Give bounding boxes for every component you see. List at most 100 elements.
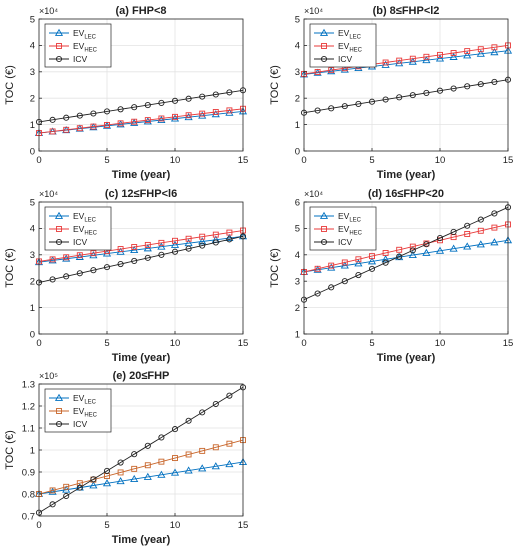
data-point <box>464 83 471 90</box>
legend-series-name: ICV <box>73 237 88 247</box>
series-icv <box>35 384 247 516</box>
data-point <box>104 122 110 128</box>
legend-marker <box>319 28 329 36</box>
legend-marker <box>54 393 64 401</box>
data-point <box>368 265 376 272</box>
data-point <box>144 254 151 261</box>
data-point <box>171 426 179 433</box>
legend-marker <box>56 408 62 414</box>
data-point <box>117 459 124 466</box>
data-point <box>117 106 124 113</box>
data-point <box>354 63 363 72</box>
data-point <box>158 239 165 246</box>
legend-label: EVLEC <box>73 393 97 405</box>
data-point <box>48 256 57 264</box>
axes-frame <box>38 201 244 335</box>
y-tick-label: 4 <box>295 250 300 261</box>
legend-marker <box>55 55 63 63</box>
data-point <box>382 259 389 266</box>
data-point <box>198 111 207 119</box>
data-point <box>144 442 151 449</box>
chart-title: (e) 20≤FHP <box>113 370 170 382</box>
data-point <box>436 235 444 242</box>
y-axis-label: TOC (€) <box>269 248 281 288</box>
legend-marker <box>320 55 328 63</box>
legend-marker <box>55 420 63 428</box>
data-point <box>103 264 111 271</box>
data-point <box>450 50 457 56</box>
legend-series-subscript: HEC <box>84 47 97 53</box>
y-tick-label: 1 <box>30 445 35 456</box>
x-tick-label: 5 <box>369 338 374 349</box>
legend-series-subscript: LEC <box>349 34 361 40</box>
legend-series-subscript: LEC <box>84 217 96 223</box>
legend-label: EVHEC <box>338 41 363 53</box>
legend-series-name: EV <box>73 406 85 416</box>
y-tick-label: 1 <box>30 120 35 131</box>
data-point <box>314 69 321 75</box>
data-point <box>423 53 430 60</box>
data-point <box>477 227 484 234</box>
data-point <box>49 256 56 263</box>
data-point <box>63 273 70 280</box>
legend-box <box>44 23 112 68</box>
data-point <box>314 265 321 272</box>
data-point <box>464 222 471 229</box>
legend-label: EVLEC <box>73 28 97 40</box>
x-axis-label: Time (year) <box>112 534 171 546</box>
data-point <box>409 92 416 99</box>
data-point <box>131 118 138 125</box>
x-tick-label: 15 <box>238 338 249 349</box>
data-point <box>184 112 193 121</box>
y-tick-label: 5 <box>295 14 300 25</box>
data-point <box>157 242 166 250</box>
y-tick-label: 0.7 <box>22 511 35 522</box>
legend-label: ICV <box>73 54 88 64</box>
data-point <box>212 109 219 115</box>
data-point <box>328 105 335 112</box>
x-tick-label: 5 <box>104 155 109 166</box>
legend-series-subscript: HEC <box>84 412 97 418</box>
data-point <box>341 103 348 110</box>
data-point <box>328 67 335 74</box>
exponent-label: ×10⁵ <box>39 371 58 381</box>
legend-series-subscript: HEC <box>349 47 362 53</box>
legend-box <box>309 206 377 251</box>
y-axis-label: TOC (€) <box>4 430 16 470</box>
data-point <box>49 116 56 123</box>
y-tick-label: 0.8 <box>22 489 35 500</box>
legend-label: EVHEC <box>73 224 98 236</box>
data-point <box>355 271 362 279</box>
legend-series-name: EV <box>338 41 350 51</box>
legend-box <box>309 23 377 68</box>
data-point <box>198 237 207 245</box>
axes-frame <box>38 18 244 152</box>
data-point <box>327 67 336 75</box>
data-point <box>226 236 233 243</box>
data-point <box>49 128 56 135</box>
data-point <box>117 120 124 127</box>
axes-frame <box>303 201 509 335</box>
data-point <box>367 257 377 265</box>
legend-label: ICV <box>338 237 353 247</box>
data-point <box>63 483 70 490</box>
data-point <box>212 231 219 238</box>
data-point <box>435 54 445 62</box>
data-point <box>199 409 206 416</box>
data-point <box>423 241 430 248</box>
data-point <box>103 467 111 474</box>
data-point <box>158 251 165 258</box>
y-tick-label: 2 <box>30 277 35 288</box>
legend-series-name: ICV <box>73 54 88 64</box>
data-point <box>116 477 125 485</box>
series-line <box>38 89 244 123</box>
data-point <box>75 252 84 260</box>
series-ev-lec <box>34 457 248 497</box>
data-point <box>477 81 484 88</box>
series-line <box>303 50 509 75</box>
data-point <box>76 112 83 119</box>
series-line <box>38 235 244 263</box>
data-point <box>185 235 192 242</box>
